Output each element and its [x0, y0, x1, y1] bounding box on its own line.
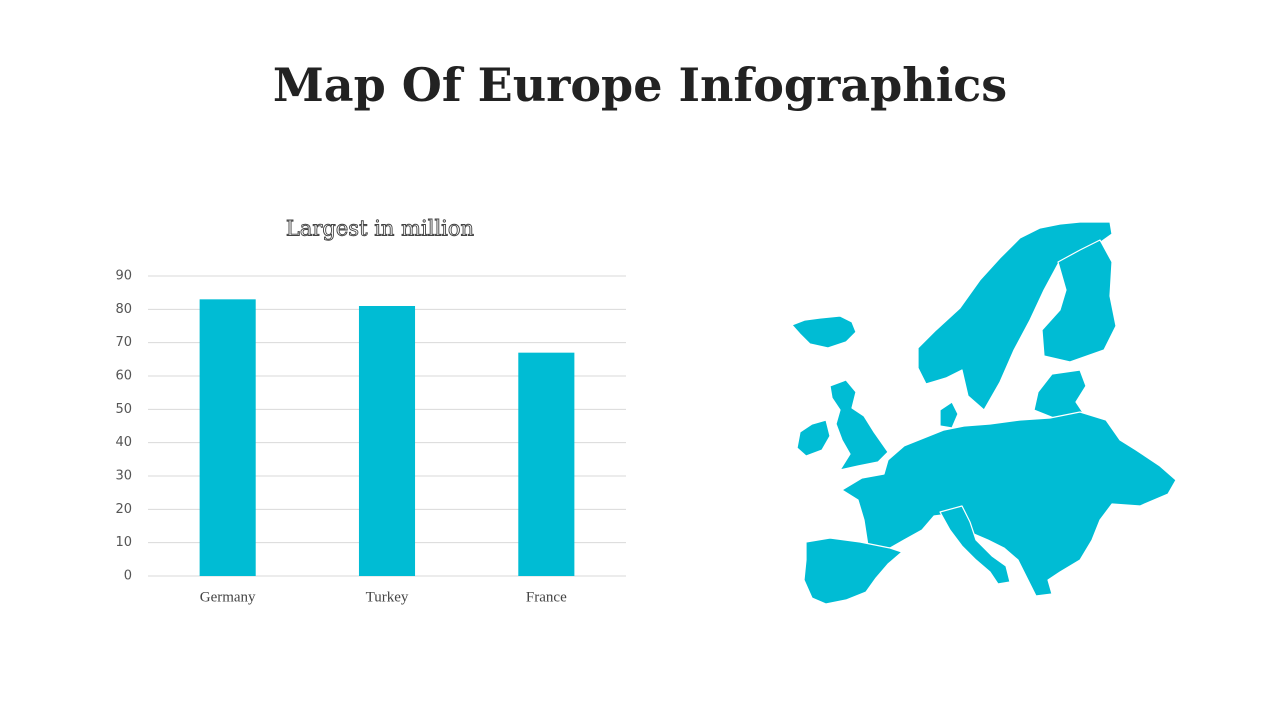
x-tick-label: France [526, 589, 567, 605]
y-tick-label: 80 [115, 302, 132, 317]
denmark [939, 401, 959, 429]
ireland [796, 419, 831, 457]
x-tick-label: Turkey [366, 589, 409, 605]
baltics [1033, 369, 1087, 419]
iceland [791, 315, 857, 349]
y-tick-label: 0 [124, 569, 132, 584]
bar [358, 306, 416, 576]
y-tick-label: 70 [115, 335, 132, 350]
chart-title: Largest in million [286, 217, 474, 241]
y-tick-label: 20 [115, 502, 132, 517]
iberia [803, 537, 903, 605]
great-britain [829, 379, 889, 471]
europe-map [791, 221, 1177, 605]
bar [518, 352, 575, 576]
bar [199, 299, 256, 576]
y-tick-label: 50 [115, 402, 132, 417]
mainland-europe [841, 411, 1177, 597]
page-title: Map Of Europe Infographics [272, 58, 1008, 112]
y-tick-label: 30 [115, 469, 132, 484]
italy [939, 505, 1011, 585]
y-tick-label: 40 [115, 435, 132, 450]
y-tick-label: 90 [115, 269, 132, 284]
finland [1041, 239, 1117, 363]
y-tick-label: 60 [115, 369, 132, 384]
y-tick-label: 10 [115, 535, 132, 550]
x-tick-label: Germany [200, 589, 256, 605]
